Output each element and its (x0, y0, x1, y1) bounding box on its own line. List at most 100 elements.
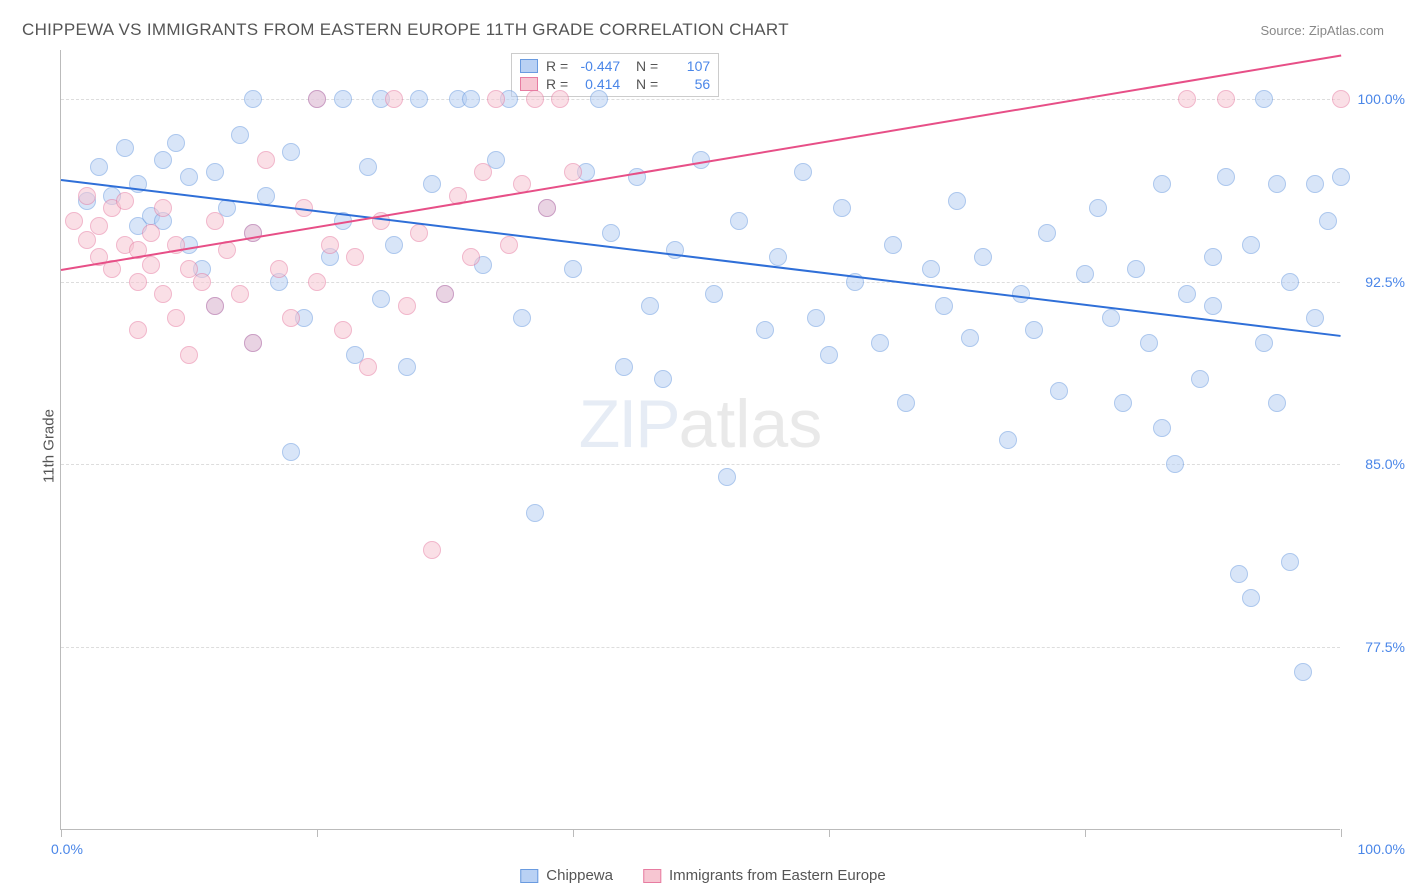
data-point (1306, 175, 1324, 193)
data-point (884, 236, 902, 254)
data-point (423, 175, 441, 193)
data-point (1178, 90, 1196, 108)
data-point (654, 370, 672, 388)
data-point (718, 468, 736, 486)
data-point (359, 358, 377, 376)
data-point (474, 163, 492, 181)
data-point (1242, 589, 1260, 607)
series-swatch (643, 869, 661, 883)
stat-n-label: N = (628, 76, 658, 92)
data-point (564, 163, 582, 181)
y-tick-label: 100.0% (1358, 91, 1405, 107)
data-point (129, 321, 147, 339)
x-tick (61, 829, 62, 837)
data-point (1178, 285, 1196, 303)
data-point (1319, 212, 1337, 230)
data-point (1217, 168, 1235, 186)
x-tick (317, 829, 318, 837)
gridline (61, 647, 1340, 648)
stat-r-label: R = (546, 58, 568, 74)
data-point (206, 212, 224, 230)
data-point (282, 143, 300, 161)
data-point (1230, 565, 1248, 583)
data-point (1268, 175, 1286, 193)
data-point (142, 256, 160, 274)
series-swatch (520, 59, 538, 73)
data-point (500, 236, 518, 254)
data-point (257, 151, 275, 169)
data-point (462, 248, 480, 266)
stat-n-value: 56 (666, 76, 710, 92)
data-point (1204, 297, 1222, 315)
data-point (513, 309, 531, 327)
data-point (129, 273, 147, 291)
data-point (1140, 334, 1158, 352)
data-point (206, 163, 224, 181)
data-point (1153, 175, 1171, 193)
source-label: Source: ZipAtlas.com (1260, 23, 1384, 38)
data-point (935, 297, 953, 315)
data-point (551, 90, 569, 108)
x-tick (1341, 829, 1342, 837)
data-point (756, 321, 774, 339)
data-point (372, 290, 390, 308)
data-point (282, 443, 300, 461)
data-point (1191, 370, 1209, 388)
legend-label: Chippewa (546, 867, 613, 884)
data-point (641, 297, 659, 315)
data-point (385, 236, 403, 254)
data-point (321, 236, 339, 254)
x-tick (1085, 829, 1086, 837)
legend-label: Immigrants from Eastern Europe (669, 867, 886, 884)
legend-item: Chippewa (520, 867, 613, 884)
y-tick-label: 85.0% (1365, 456, 1405, 472)
data-point (1204, 248, 1222, 266)
y-axis-label: 11th Grade (40, 409, 57, 483)
watermark: ZIPatlas (579, 385, 822, 463)
data-point (526, 504, 544, 522)
stats-row: R =0.414 N =56 (520, 75, 710, 93)
y-tick-label: 77.5% (1365, 639, 1405, 655)
stats-legend: R =-0.447 N =107R =0.414 N =56 (511, 53, 719, 97)
data-point (999, 431, 1017, 449)
watermark-rest: atlas (679, 386, 823, 462)
data-point (833, 199, 851, 217)
stat-n-value: 107 (666, 58, 710, 74)
data-point (65, 212, 83, 230)
data-point (487, 90, 505, 108)
data-point (398, 358, 416, 376)
data-point (385, 90, 403, 108)
data-point (1281, 273, 1299, 291)
data-point (167, 134, 185, 152)
data-point (526, 90, 544, 108)
data-point (1306, 309, 1324, 327)
data-point (871, 334, 889, 352)
series-swatch (520, 869, 538, 883)
x-tick-label: 0.0% (51, 841, 83, 857)
data-point (270, 260, 288, 278)
data-point (705, 285, 723, 303)
data-point (142, 224, 160, 242)
data-point (1255, 90, 1273, 108)
data-point (244, 90, 262, 108)
x-tick (573, 829, 574, 837)
data-point (948, 192, 966, 210)
data-point (410, 90, 428, 108)
chart-title: CHIPPEWA VS IMMIGRANTS FROM EASTERN EURO… (22, 20, 789, 40)
y-tick-label: 92.5% (1365, 274, 1405, 290)
data-point (308, 273, 326, 291)
data-point (807, 309, 825, 327)
data-point (154, 199, 172, 217)
data-point (820, 346, 838, 364)
data-point (1281, 553, 1299, 571)
data-point (116, 192, 134, 210)
data-point (602, 224, 620, 242)
data-point (193, 273, 211, 291)
data-point (180, 168, 198, 186)
trend-line (61, 179, 1341, 337)
data-point (1153, 419, 1171, 437)
watermark-zip: ZIP (579, 386, 679, 462)
legend-item: Immigrants from Eastern Europe (643, 867, 886, 884)
data-point (1217, 90, 1235, 108)
data-point (206, 297, 224, 315)
